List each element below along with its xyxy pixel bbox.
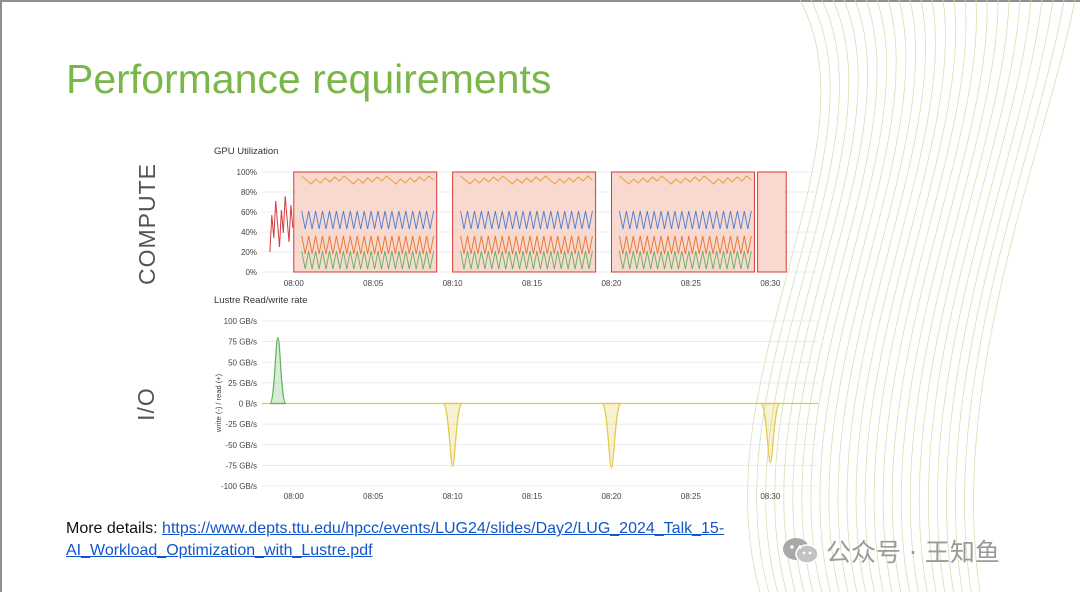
gpu-y-tick: 80% <box>241 188 257 197</box>
deco-line <box>873 0 957 592</box>
io-y-tick: 0 B/s <box>239 400 257 409</box>
gpu-series-blue <box>301 210 435 230</box>
io-y-tick: 25 GB/s <box>228 379 257 388</box>
gpu-series-green <box>301 250 435 270</box>
deco-line <box>900 0 988 592</box>
deco-line <box>855 0 936 592</box>
gpu-rampup-series <box>269 195 294 253</box>
io-read-peak <box>269 336 287 405</box>
io-x-tick: 08:10 <box>443 492 464 501</box>
deco-line <box>810 0 887 592</box>
gpu-y-tick: 60% <box>241 208 257 217</box>
io-y-tick: -25 GB/s <box>225 420 257 429</box>
gpu-job-block <box>757 171 787 273</box>
gpu-series-blue <box>460 210 593 230</box>
io-y-tick: 75 GB/s <box>228 338 257 347</box>
charts-svg: GPU Utilization 0% 20% 40% 60% 80% 100% 08:00 08… <box>214 146 858 501</box>
slide-title: Performance requirements <box>66 56 552 102</box>
deco-line <box>964 0 1065 592</box>
gpu-series-orange <box>618 235 752 255</box>
deco-line <box>747 0 822 592</box>
deco-line <box>909 0 999 592</box>
io-write-dip <box>601 402 622 469</box>
gpu-chart-title: GPU Utilization <box>214 146 278 157</box>
deco-line <box>765 0 840 592</box>
deco-line <box>864 0 946 592</box>
io-x-tick: 08:30 <box>760 492 781 501</box>
io-x-tick: 08:15 <box>522 492 543 501</box>
gpu-series-high <box>619 175 752 185</box>
deco-line <box>756 0 831 592</box>
gpu-x-tick: 08:30 <box>760 279 781 288</box>
watermark-text: 公众号 · 王知鱼 <box>826 538 1000 567</box>
io-y-tick: 50 GB/s <box>228 358 257 367</box>
io-chart-title: Lustre Read/write rate <box>214 295 307 306</box>
footer-details: More details: https://www.depts.ttu.edu/… <box>66 518 724 562</box>
deco-line <box>927 0 1021 592</box>
gpu-x-tick: 08:15 <box>522 279 543 288</box>
deco-line <box>819 0 897 592</box>
gpu-series-blue <box>618 210 752 230</box>
chart-panel: GPU Utilization 0% 20% 40% 60% 80% 100% 08:00 08… <box>200 140 858 510</box>
gpu-series-orange <box>460 235 593 255</box>
gpu-y-tick: 20% <box>241 248 257 257</box>
deco-line <box>973 0 1076 592</box>
slide-border-top <box>0 0 1080 2</box>
gpu-y-tick: 100% <box>237 168 257 177</box>
gpu-x-tick: 08:10 <box>443 279 464 288</box>
deco-line <box>792 0 869 592</box>
gpu-x-tick: 08:05 <box>363 279 384 288</box>
footer-link-line2[interactable]: AI_Workload_Optimization_with_Lustre.pdf <box>66 542 373 559</box>
wechat-icon <box>782 536 820 572</box>
io-label: I/O <box>133 387 159 421</box>
io-y-tick: -50 GB/s <box>225 441 257 450</box>
gpu-series-high <box>301 175 434 185</box>
gpu-y-tick: 0% <box>245 268 257 277</box>
gpu-series-green <box>618 250 752 270</box>
gpu-series-high <box>460 175 593 185</box>
watermark: 公众号 · 王知鱼 <box>782 533 1000 572</box>
deco-line <box>937 0 1032 592</box>
compute-label: COMPUTE <box>134 163 160 285</box>
footer-label: More details: <box>66 520 163 537</box>
io-y-tick: 100 GB/s <box>224 317 257 326</box>
io-y-tick: -100 GB/s <box>221 482 257 491</box>
gpu-y-tick: 40% <box>241 228 257 237</box>
deco-line <box>783 0 859 592</box>
deco-line <box>946 0 1043 592</box>
io-x-tick: 08:05 <box>363 492 384 501</box>
io-y-tick: -75 GB/s <box>225 461 257 470</box>
io-y-axis-label: write (-) / read (+) <box>214 373 223 433</box>
io-x-tick: 08:00 <box>284 492 305 501</box>
io-x-tick: 08:25 <box>681 492 702 501</box>
deco-line <box>774 0 850 592</box>
deco-line <box>955 0 1054 592</box>
gpu-series-orange <box>301 235 435 255</box>
gpu-x-tick: 08:00 <box>284 279 305 288</box>
io-write-dip <box>760 402 781 464</box>
deco-line <box>828 0 907 592</box>
deco-line <box>918 0 1010 592</box>
deco-line <box>846 0 926 592</box>
gpu-x-tick: 08:20 <box>601 279 622 288</box>
slide-border-left <box>0 0 2 592</box>
footer-link-line1[interactable]: https://www.depts.ttu.edu/hpcc/events/LU… <box>162 520 725 537</box>
io-write-dip <box>442 402 463 467</box>
gpu-series-green <box>460 250 593 270</box>
deco-line <box>891 0 977 592</box>
deco-line <box>801 0 878 592</box>
deco-line <box>882 0 967 592</box>
gpu-x-tick: 08:25 <box>681 279 702 288</box>
deco-line <box>837 0 917 592</box>
io-x-tick: 08:20 <box>601 492 622 501</box>
